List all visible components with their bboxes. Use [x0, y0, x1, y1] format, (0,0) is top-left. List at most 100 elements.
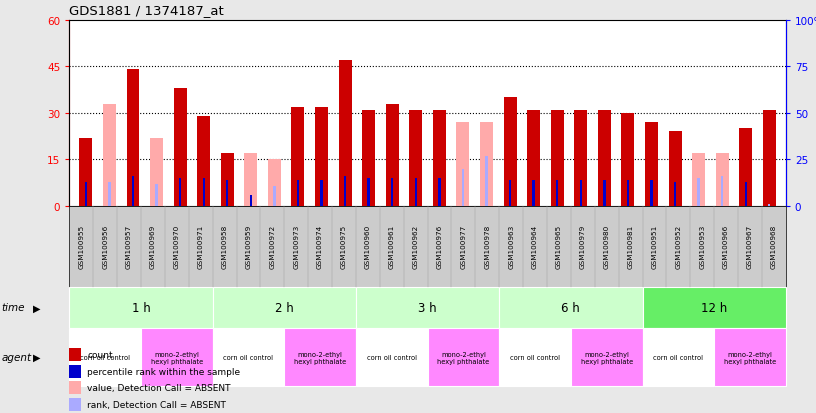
- Text: GSM100973: GSM100973: [293, 225, 299, 269]
- Text: mono-2-ethyl
hexyl phthalate: mono-2-ethyl hexyl phthalate: [437, 351, 490, 364]
- Bar: [574, 111, 588, 206]
- Bar: [321, 180, 322, 206]
- Text: corn oil control: corn oil control: [366, 354, 417, 360]
- Text: GSM100967: GSM100967: [747, 225, 753, 269]
- Text: mono-2-ethyl
hexyl phthalate: mono-2-ethyl hexyl phthalate: [151, 351, 203, 364]
- Text: ▶: ▶: [33, 352, 40, 362]
- Bar: [291, 107, 304, 206]
- Text: GSM100955: GSM100955: [78, 225, 84, 269]
- Bar: [109, 183, 111, 206]
- Bar: [174, 89, 187, 206]
- Bar: [126, 70, 140, 206]
- Bar: [197, 116, 211, 206]
- Bar: [155, 184, 157, 206]
- Bar: [226, 180, 228, 206]
- Text: GSM100971: GSM100971: [197, 225, 204, 269]
- Bar: [367, 178, 370, 206]
- Bar: [250, 195, 252, 206]
- Text: mono-2-ethyl
hexyl phthalate: mono-2-ethyl hexyl phthalate: [580, 351, 633, 364]
- Bar: [339, 61, 352, 206]
- Bar: [579, 180, 582, 206]
- Text: GSM100951: GSM100951: [651, 225, 658, 269]
- Text: GSM100979: GSM100979: [580, 225, 586, 269]
- Text: rank, Detection Call = ABSENT: rank, Detection Call = ABSENT: [87, 400, 226, 409]
- Bar: [221, 154, 233, 206]
- Text: GSM100972: GSM100972: [269, 225, 275, 269]
- Text: GSM100959: GSM100959: [246, 225, 251, 269]
- Bar: [456, 123, 469, 206]
- Bar: [462, 169, 464, 206]
- Bar: [486, 157, 488, 206]
- Bar: [645, 123, 658, 206]
- Bar: [150, 138, 163, 206]
- Text: GSM100956: GSM100956: [102, 225, 109, 269]
- Text: value, Detection Call = ABSENT: value, Detection Call = ABSENT: [87, 383, 231, 392]
- Bar: [739, 129, 752, 206]
- Bar: [622, 114, 634, 206]
- Bar: [273, 186, 276, 206]
- Bar: [202, 178, 205, 206]
- Text: GSM100970: GSM100970: [174, 225, 180, 269]
- Bar: [244, 191, 257, 206]
- Text: GSM100958: GSM100958: [222, 225, 228, 269]
- Text: GSM100969: GSM100969: [150, 225, 156, 269]
- Text: mono-2-ethyl
hexyl phthalate: mono-2-ethyl hexyl phthalate: [294, 351, 346, 364]
- Bar: [551, 111, 564, 206]
- Bar: [362, 111, 375, 206]
- Text: agent: agent: [2, 352, 32, 362]
- Text: GSM100976: GSM100976: [437, 225, 442, 269]
- Text: 2 h: 2 h: [275, 301, 294, 314]
- Text: count: count: [87, 350, 113, 359]
- Text: GSM100975: GSM100975: [341, 225, 347, 269]
- Text: 12 h: 12 h: [701, 301, 727, 314]
- Text: GSM100963: GSM100963: [508, 225, 514, 269]
- Bar: [598, 111, 611, 206]
- Text: GSM100962: GSM100962: [413, 225, 419, 269]
- Text: GSM100960: GSM100960: [365, 225, 371, 269]
- Bar: [132, 177, 134, 206]
- Text: 6 h: 6 h: [561, 301, 580, 314]
- Text: GSM100964: GSM100964: [532, 225, 538, 269]
- Bar: [503, 98, 517, 206]
- Bar: [85, 183, 87, 206]
- Bar: [315, 107, 328, 206]
- Bar: [744, 183, 747, 206]
- Bar: [410, 111, 423, 206]
- Bar: [386, 104, 399, 206]
- Bar: [344, 177, 346, 206]
- Bar: [763, 111, 776, 206]
- Bar: [716, 154, 729, 206]
- Bar: [627, 180, 629, 206]
- Text: 1 h: 1 h: [131, 301, 150, 314]
- Bar: [79, 138, 92, 206]
- Text: time: time: [2, 303, 25, 313]
- Bar: [297, 180, 299, 206]
- Text: GSM100981: GSM100981: [628, 225, 633, 269]
- Bar: [509, 180, 512, 206]
- Text: GSM100961: GSM100961: [388, 225, 395, 269]
- Bar: [391, 178, 393, 206]
- Text: GSM100978: GSM100978: [484, 225, 490, 269]
- Text: corn oil control: corn oil control: [224, 354, 273, 360]
- Text: corn oil control: corn oil control: [510, 354, 560, 360]
- Text: GSM100974: GSM100974: [317, 225, 323, 269]
- Text: GSM100968: GSM100968: [771, 225, 777, 269]
- Bar: [668, 132, 681, 206]
- Bar: [721, 177, 723, 206]
- Text: GSM100966: GSM100966: [723, 225, 730, 269]
- Bar: [692, 154, 705, 206]
- Bar: [244, 154, 257, 206]
- Bar: [103, 104, 116, 206]
- Text: GSM100952: GSM100952: [676, 225, 681, 269]
- Text: 3 h: 3 h: [419, 301, 437, 314]
- Text: GDS1881 / 1374187_at: GDS1881 / 1374187_at: [69, 4, 224, 17]
- Text: corn oil control: corn oil control: [80, 354, 131, 360]
- Text: ▶: ▶: [33, 303, 40, 313]
- Text: GSM100980: GSM100980: [604, 225, 610, 269]
- Text: corn oil control: corn oil control: [654, 354, 703, 360]
- Bar: [432, 111, 446, 206]
- Text: GSM100977: GSM100977: [460, 225, 467, 269]
- Text: GSM100953: GSM100953: [699, 225, 705, 269]
- Bar: [268, 160, 281, 206]
- Bar: [179, 178, 181, 206]
